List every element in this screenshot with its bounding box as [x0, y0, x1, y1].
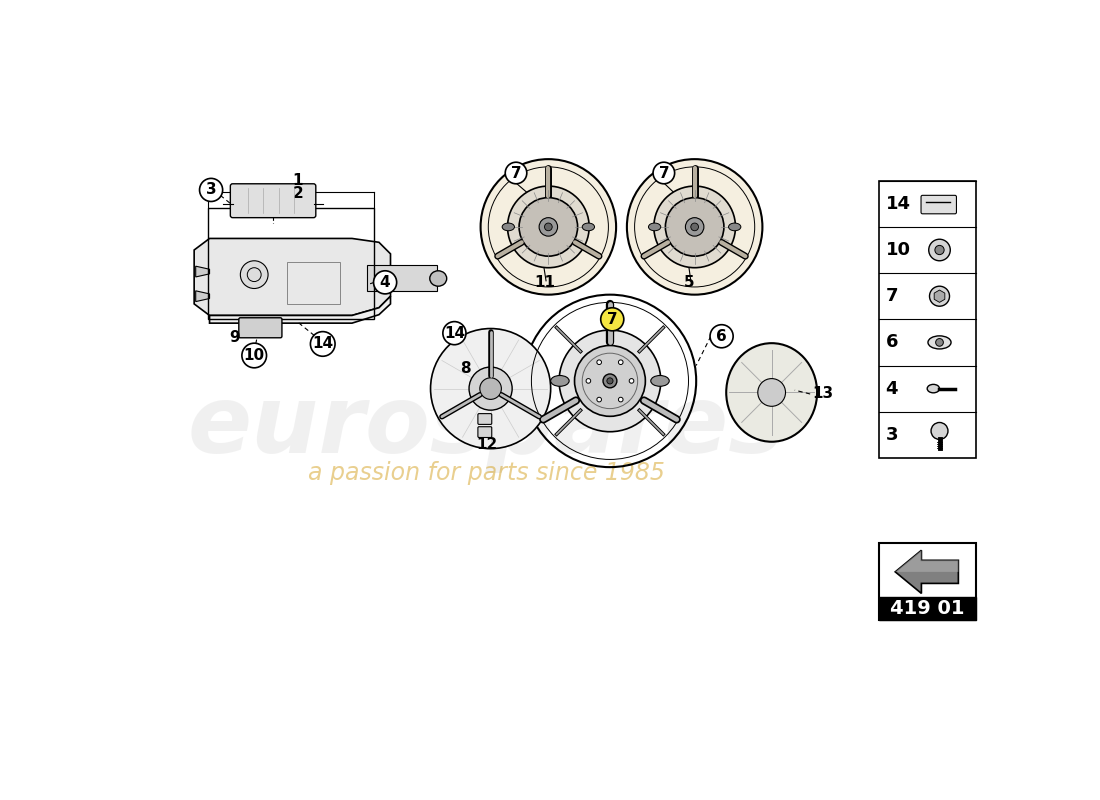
FancyBboxPatch shape [880, 542, 976, 619]
Text: 6: 6 [716, 329, 727, 344]
Circle shape [597, 398, 602, 402]
Circle shape [935, 246, 944, 254]
Text: 7: 7 [659, 166, 669, 181]
FancyBboxPatch shape [477, 426, 492, 438]
Text: 1: 1 [293, 173, 303, 187]
Circle shape [618, 398, 623, 402]
Text: 14: 14 [312, 337, 333, 351]
Polygon shape [209, 296, 390, 323]
FancyBboxPatch shape [921, 195, 957, 214]
Text: 419 01: 419 01 [890, 598, 965, 618]
Circle shape [930, 286, 949, 306]
Circle shape [586, 378, 591, 383]
Circle shape [469, 367, 513, 410]
Text: eurospares: eurospares [188, 381, 785, 473]
Circle shape [559, 330, 661, 432]
Ellipse shape [502, 223, 515, 230]
Circle shape [507, 186, 590, 268]
Circle shape [936, 338, 944, 346]
Polygon shape [895, 550, 958, 594]
Text: 7: 7 [607, 312, 617, 326]
Polygon shape [196, 266, 209, 277]
Text: 10: 10 [243, 348, 265, 363]
Circle shape [539, 218, 558, 236]
Text: 2: 2 [293, 186, 304, 202]
Circle shape [629, 378, 634, 383]
Text: 9: 9 [230, 330, 240, 346]
Text: 4: 4 [886, 379, 898, 398]
Text: 3: 3 [206, 182, 217, 198]
Ellipse shape [726, 343, 817, 442]
Text: 12: 12 [476, 437, 498, 452]
Circle shape [199, 178, 222, 202]
Circle shape [597, 360, 602, 365]
Circle shape [374, 270, 397, 294]
Circle shape [574, 346, 646, 416]
Circle shape [607, 378, 613, 384]
Circle shape [480, 378, 502, 399]
Circle shape [928, 239, 950, 261]
Text: 4: 4 [379, 275, 390, 290]
Text: 14: 14 [886, 195, 911, 213]
Circle shape [711, 325, 733, 348]
Ellipse shape [551, 375, 569, 386]
Text: a passion for parts since 1985: a passion for parts since 1985 [308, 462, 666, 486]
Circle shape [242, 343, 266, 368]
FancyBboxPatch shape [880, 181, 976, 458]
Circle shape [519, 198, 578, 256]
Text: 8: 8 [460, 362, 471, 376]
Circle shape [653, 186, 736, 268]
Ellipse shape [651, 375, 669, 386]
Circle shape [310, 332, 336, 356]
Ellipse shape [927, 384, 939, 393]
Text: 6: 6 [886, 334, 898, 351]
Circle shape [603, 374, 617, 388]
Polygon shape [195, 238, 390, 315]
FancyBboxPatch shape [880, 597, 976, 619]
Polygon shape [895, 550, 958, 572]
Polygon shape [367, 266, 437, 291]
Circle shape [601, 308, 624, 331]
Text: 5: 5 [684, 275, 694, 290]
Circle shape [430, 329, 551, 449]
Circle shape [505, 162, 527, 184]
Ellipse shape [928, 336, 952, 349]
Circle shape [627, 159, 762, 294]
Circle shape [544, 223, 552, 230]
Circle shape [443, 322, 466, 345]
FancyBboxPatch shape [239, 318, 282, 338]
Polygon shape [934, 290, 945, 302]
Ellipse shape [430, 270, 447, 286]
Text: 11: 11 [534, 275, 556, 290]
Text: 3: 3 [886, 426, 898, 444]
FancyBboxPatch shape [230, 184, 316, 218]
Circle shape [758, 378, 785, 406]
Ellipse shape [649, 223, 661, 230]
Circle shape [481, 159, 616, 294]
Text: 10: 10 [886, 241, 911, 259]
Ellipse shape [582, 223, 594, 230]
Text: 14: 14 [443, 326, 465, 341]
Text: 7: 7 [886, 287, 898, 305]
Circle shape [685, 218, 704, 236]
Circle shape [618, 360, 623, 365]
Ellipse shape [728, 223, 741, 230]
FancyBboxPatch shape [477, 414, 492, 425]
Circle shape [666, 198, 724, 256]
Text: 7: 7 [510, 166, 521, 181]
Circle shape [691, 223, 698, 230]
Polygon shape [196, 291, 209, 302]
Text: 13: 13 [813, 386, 834, 401]
Circle shape [931, 422, 948, 439]
Circle shape [241, 261, 268, 289]
Circle shape [653, 162, 674, 184]
